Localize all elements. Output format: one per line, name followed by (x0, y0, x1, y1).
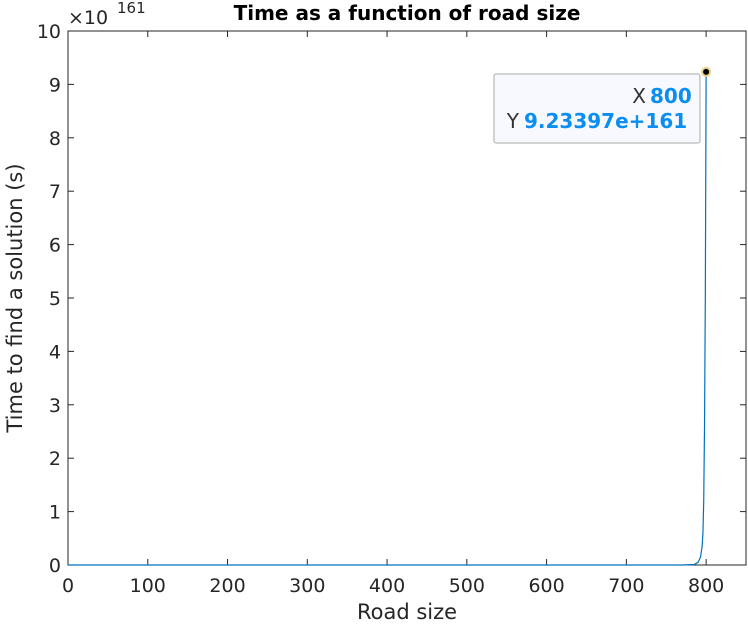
datatip-y-value: 9.23397e+161 (524, 109, 687, 133)
x-tick-label: 700 (608, 575, 644, 597)
y-tick-label: 9 (49, 74, 61, 96)
x-tick-label: 400 (369, 575, 405, 597)
y-tick-label: 6 (49, 235, 61, 257)
chart-title: Time as a function of road size (234, 1, 581, 25)
x-axis-label: Road size (357, 600, 457, 624)
x-tick-label: 600 (528, 575, 564, 597)
y-tick-label: 1 (49, 502, 61, 524)
datatip-y-key: Y (506, 109, 520, 133)
datatip-marker[interactable] (701, 66, 712, 77)
datatip-box (493, 73, 701, 144)
x-tick-label: 800 (688, 575, 724, 597)
y-tick-label: 2 (49, 448, 61, 470)
y-tick-label: 7 (49, 181, 61, 203)
y-axis-label: Time to find a solution (s) (3, 163, 27, 433)
y-tick-label: 4 (49, 341, 61, 363)
y-tick-label: 0 (49, 555, 61, 577)
x-tick-label: 0 (62, 575, 74, 597)
datatip-x-key: X (632, 84, 646, 108)
series-line (68, 71, 707, 566)
exponent-label: ×10 161 (68, 0, 146, 29)
x-tick-label: 100 (130, 575, 166, 597)
y-tick-label: 8 (49, 128, 61, 150)
exponent-power: 161 (117, 0, 146, 17)
x-tick-label: 500 (449, 575, 485, 597)
y-axis-ticks: 0 1 2 3 4 5 6 7 8 9 10 (37, 21, 746, 577)
datatip[interactable]: X 800 Y 9.23397e+161 (493, 66, 712, 144)
exponent-base: ×10 (68, 7, 108, 29)
x-tick-label: 300 (289, 575, 325, 597)
x-tick-label: 200 (209, 575, 245, 597)
y-tick-label: 5 (49, 288, 61, 310)
datatip-x-value: 800 (650, 84, 692, 108)
x-axis-ticks: 0 100 200 300 400 500 600 700 800 (62, 31, 724, 597)
y-tick-label: 3 (49, 395, 61, 417)
y-tick-label: 10 (37, 21, 61, 43)
